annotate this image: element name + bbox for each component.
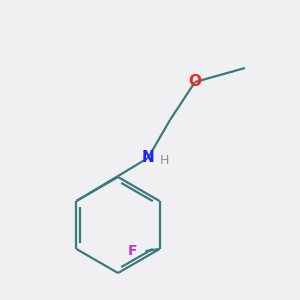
Text: H: H: [160, 154, 169, 167]
Text: F: F: [128, 244, 138, 258]
Text: O: O: [188, 74, 202, 89]
Text: N: N: [142, 151, 154, 166]
